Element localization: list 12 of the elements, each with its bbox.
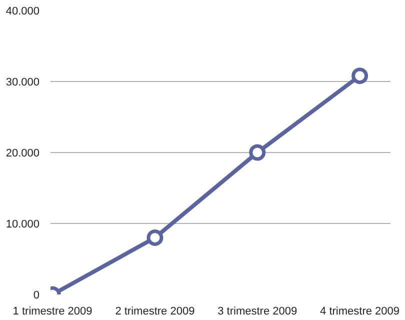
x-tick-label: 2 trimestre 2009 <box>115 306 195 318</box>
x-tick-label: 4 trimestre 2009 <box>320 306 400 318</box>
x-tick-label: 3 trimestre 2009 <box>218 306 298 318</box>
y-tick-label: 0 <box>33 290 40 302</box>
y-tick-label: 20.000 <box>6 148 40 160</box>
point <box>146 229 164 246</box>
x-tick-label: 1 trimestre 2009 <box>12 306 92 318</box>
y-tick-label: 10.000 <box>6 218 40 230</box>
y-tick-label: 30.000 <box>6 76 40 88</box>
point <box>352 68 368 84</box>
point <box>249 144 266 161</box>
y-tick-label: 40.000 <box>6 6 40 18</box>
